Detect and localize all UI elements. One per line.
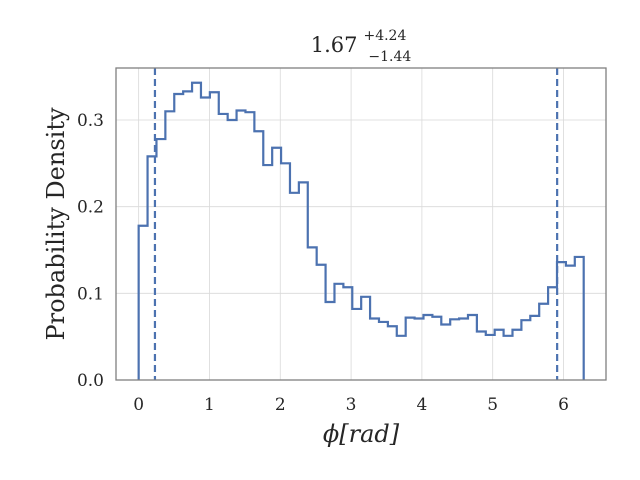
plot-area xyxy=(116,68,606,380)
title-plus-error: +4.24 xyxy=(363,28,406,44)
x-axis-label: ϕ[rad] xyxy=(323,420,400,448)
y-tick-label: 0.1 xyxy=(77,284,104,304)
x-tick-label: 0 xyxy=(133,395,144,415)
plot-frame xyxy=(115,67,607,381)
grid xyxy=(116,68,606,381)
y-tick-label: 0.2 xyxy=(77,198,104,218)
x-tick-label: 3 xyxy=(346,395,357,415)
x-tick-label: 6 xyxy=(558,395,569,415)
chart-title: 1.67 +4.24 −1.44 xyxy=(311,27,412,65)
y-tick-labels: 0.0 0.1 0.2 0.3 xyxy=(77,111,104,391)
x-tick-label: 1 xyxy=(204,395,215,415)
data-marks xyxy=(137,68,585,380)
y-tick-label: 0.3 xyxy=(77,111,104,131)
title-minus-error: −1.44 xyxy=(368,49,411,65)
x-tick-label: 4 xyxy=(416,395,427,415)
x-tick-label: 5 xyxy=(487,395,498,415)
y-axis-label: Probability Density xyxy=(42,107,70,341)
x-tick-label: 2 xyxy=(275,395,286,415)
x-tick-labels: 0 1 2 3 4 5 6 xyxy=(133,395,569,415)
y-tick-label: 0.0 xyxy=(77,371,104,391)
histogram-step-line xyxy=(137,81,585,380)
title-value: 1.67 xyxy=(311,33,358,57)
